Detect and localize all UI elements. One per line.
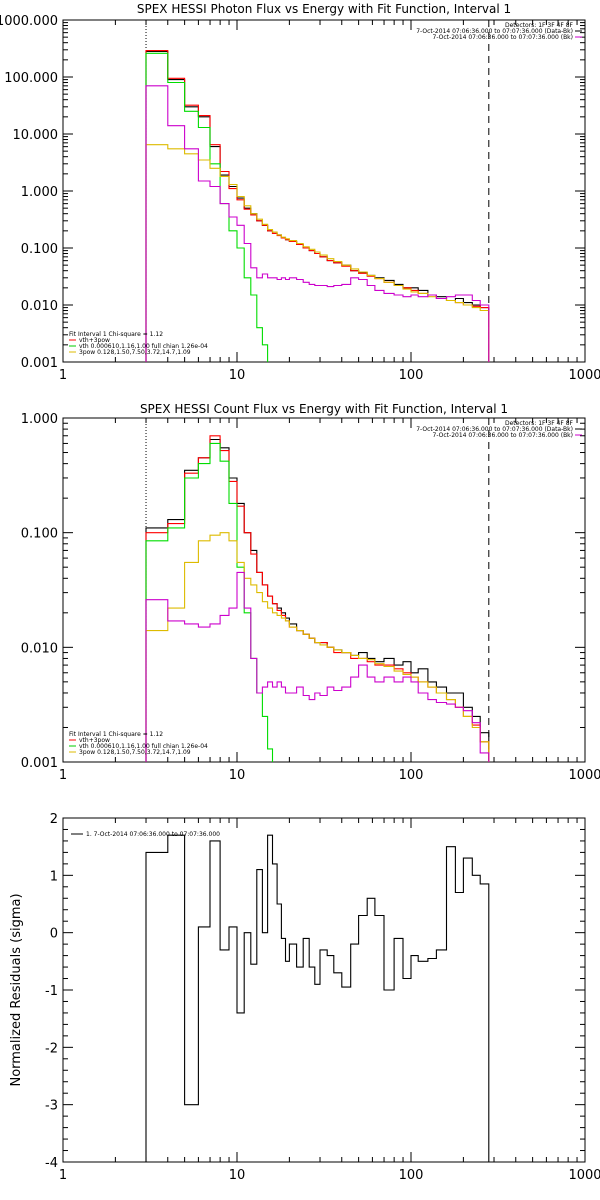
x-tick-label: 10	[229, 368, 246, 383]
legend-entry: 1. 7-Oct-2014 07:06:36.000 to 07:07:36.0…	[86, 831, 220, 838]
series-line	[145, 435, 490, 762]
residuals-panel: Normalized Residuals (sigma) 1 10 100 1000-…	[9, 812, 600, 1183]
series-line	[145, 834, 490, 1162]
legend-entry: 7-Oct-2014 07:06:36.000 to 07:07:36.000 …	[416, 28, 573, 35]
y-tick-label: 2	[50, 812, 58, 827]
y-tick-label: -4	[45, 1156, 58, 1171]
y-tick-label: 0.001	[21, 756, 58, 771]
count-flux-panel: SPEX HESSI Count Flux vs Energy with Fit…	[21, 402, 600, 783]
photon-flux-panel: SPEX HESSI Photon Flux vs Energy with Fi…	[0, 2, 600, 383]
series-line	[145, 442, 490, 762]
y-tick-label: 1.000	[21, 412, 58, 427]
y-tick-label: 1	[50, 869, 58, 884]
y-tick-label: 10.000	[13, 128, 59, 143]
x-tick-label: 100	[399, 368, 424, 383]
plot-frame	[62, 817, 586, 1163]
series-line	[145, 532, 490, 762]
x-tick-label: 10	[229, 768, 246, 783]
legend-entry: vth 0.000610,1.16,1.00 full chian 1.26e-…	[79, 343, 208, 350]
x-tick-label: 1000	[568, 368, 600, 383]
y-tick-label: 1000.000	[0, 14, 58, 29]
series-line	[145, 438, 490, 762]
count-flux-title: SPEX HESSI Count Flux vs Energy with Fit…	[140, 402, 508, 416]
legend-entry: 7-Oct-2014 07:06:36.000 to 07:07:36.000 …	[416, 426, 573, 433]
legend-entry: Detectors: 1F 3F 4F 8F	[505, 22, 574, 29]
y-tick-label: 0.010	[21, 299, 58, 314]
plot-frame	[62, 417, 586, 763]
y-tick-label: -2	[45, 1041, 58, 1056]
legend-entry: Detectors: 1F 3F 4F 8F	[505, 420, 574, 427]
x-tick-label: 100	[399, 1168, 424, 1183]
series-line	[145, 50, 490, 362]
y-tick-label: 0.100	[21, 242, 58, 257]
x-tick-label: 1	[59, 1168, 67, 1183]
legend-entry: Fit Interval 1 Chi-square = 1.12	[69, 331, 163, 338]
x-tick-label: 1000	[568, 768, 600, 783]
legend-entry: vth+3pow	[79, 337, 110, 344]
y-tick-label: -3	[45, 1099, 58, 1114]
x-tick-label: 10	[229, 1168, 246, 1183]
x-tick-label: 1000	[568, 1168, 600, 1183]
series-line	[145, 52, 490, 362]
y-tick-label: 0.010	[21, 641, 58, 656]
series-line	[145, 50, 490, 362]
photon-flux-title: SPEX HESSI Photon Flux vs Energy with Fi…	[137, 2, 511, 16]
legend-entry: vth 0.000610,1.16,1.00 full chian 1.26e-…	[79, 743, 208, 750]
y-tick-label: 1.000	[21, 185, 58, 200]
legend-entry: 7-Oct-2014 07:06:36.000 to 07:07:36.000 …	[433, 432, 574, 439]
series-line	[145, 85, 490, 362]
legend-entry: Fit Interval 1 Chi-square = 1.12	[69, 731, 163, 738]
x-tick-label: 1	[59, 768, 67, 783]
x-tick-label: 1	[59, 368, 67, 383]
y-tick-label: 0	[50, 927, 58, 942]
residuals-y-axis-label: Normalized Residuals (sigma)	[9, 893, 24, 1086]
y-tick-label: -1	[45, 984, 58, 999]
legend-entry: 7-Oct-2014 07:06:36.000 to 07:07:36.000 …	[433, 34, 574, 41]
y-tick-label: 0.100	[21, 527, 58, 542]
legend-entry: 3pow 0.128,1.50,7.50,3.72,14.7,1.09	[79, 749, 191, 756]
series-line	[145, 571, 490, 762]
legend-entry: 3pow 0.128,1.50,7.50,3.72,14.7,1.09	[79, 349, 191, 356]
y-tick-label: 100.000	[4, 71, 58, 86]
plot-frame	[62, 19, 586, 363]
x-tick-label: 100	[399, 768, 424, 783]
y-tick-label: 0.001	[21, 356, 58, 371]
legend-entry: vth+3pow	[79, 737, 110, 744]
